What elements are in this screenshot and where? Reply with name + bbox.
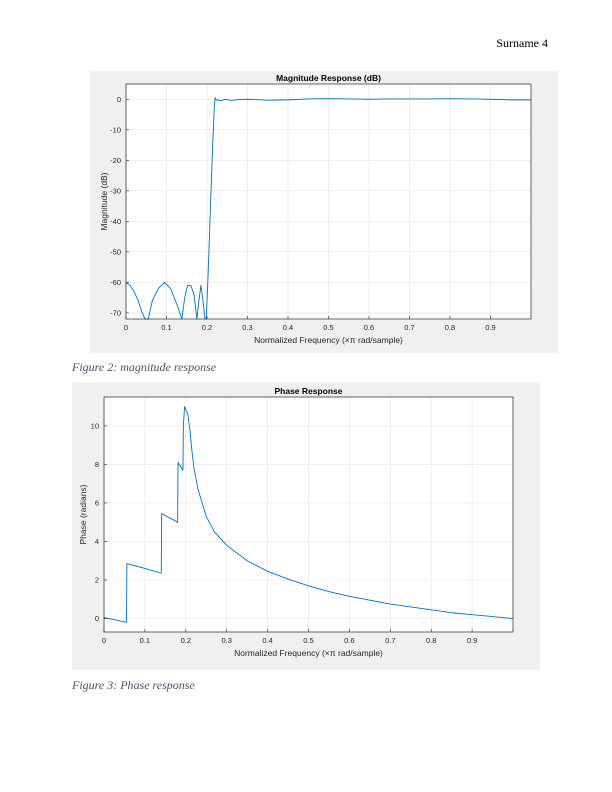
magnitude-xtick-label-4: 0.4 [283,323,293,332]
magnitude-ytick-label-7: -70 [110,308,121,317]
magnitude-xtick-label-1: 0.1 [161,323,171,332]
magnitude-series-line [125,97,531,320]
magnitude-xtick-label-7: 0.7 [404,323,414,332]
phase-xtick-label-6: 0.6 [344,636,354,645]
magnitude-ytick-label-2: -20 [110,156,121,165]
magnitude-ytick-label-6: -60 [110,278,121,287]
phase-chart: 0 0.1 0.2 0.3 0.4 0.5 0.6 0.7 0.8 0.9 0 2 4 6 8 10 Phase… [78,386,514,658]
magnitude-title: Magnitude Response (dB) [276,73,381,83]
magnitude-xtick-label-2: 0.2 [202,323,212,332]
magnitude-ytick-label-4: -40 [110,217,121,226]
magnitude-xtick-label-5: 0.5 [323,323,333,332]
phase-title: Phase Response [274,386,342,396]
phase-ytick-label-4: 8 [95,460,99,469]
phase-xtick-label-9: 0.9 [467,636,477,645]
magnitude-xtick-label-3: 0.3 [242,323,252,332]
phase-xtick-label-3: 0.3 [221,636,231,645]
phase-ytick-label-5: 10 [91,421,99,430]
magnitude-ylabel: Magnitude (dB) [99,172,109,230]
phase-xtick-label-1: 0.1 [140,636,150,645]
page-header: Surname 4 [496,36,548,50]
phase-xtick-label-4: 0.4 [262,636,272,645]
magnitude-xtick-label-0: 0 [124,323,128,332]
phase-series-line [103,406,514,623]
magnitude-ytick-label-5: -50 [110,247,121,256]
phase-xlabel: Normalized Frequency (×π rad/sample) [234,648,383,658]
magnitude-ytick-label-1: -10 [110,125,121,134]
phase-ytick-label-3: 6 [95,499,99,508]
phase-xtick-label-0: 0 [102,636,106,645]
magnitude-figure: 0 0.1 0.2 0.3 0.4 0.5 0.6 0.7 0.8 0.9 0 -10 -20 -30 -4… [90,71,558,353]
magnitude-xtick-label-9: 0.9 [485,323,495,332]
magnitude-ytick-label-3: -30 [110,186,121,195]
figure-3-caption: Figure 3: Phase response [72,678,195,692]
magnitude-xlabel: Normalized Frequency (×π rad/sample) [254,335,403,345]
magnitude-xtick-label-8: 0.8 [445,323,455,332]
phase-ylabel: Phase (radians) [78,484,88,544]
phase-ytick-label-1: 2 [95,576,99,585]
figure-2-caption: Figure 2: magnitude response [72,360,217,374]
phase-figure: 0 0.1 0.2 0.3 0.4 0.5 0.6 0.7 0.8 0.9 0 2 4 6 8 10 Phase… [72,382,540,670]
magnitude-ytick-label-0: 0 [117,95,121,104]
phase-xtick-label-2: 0.2 [181,636,191,645]
phase-ytick-label-0: 0 [95,614,99,623]
magnitude-xtick-label-6: 0.6 [364,323,374,332]
phase-ytick-label-2: 4 [95,537,99,546]
phase-xtick-label-7: 0.7 [385,636,395,645]
phase-xtick-label-5: 0.5 [303,636,313,645]
magnitude-chart: 0 0.1 0.2 0.3 0.4 0.5 0.6 0.7 0.8 0.9 0 -10 -20 -30 -4… [99,73,532,345]
phase-xtick-label-8: 0.8 [426,636,436,645]
